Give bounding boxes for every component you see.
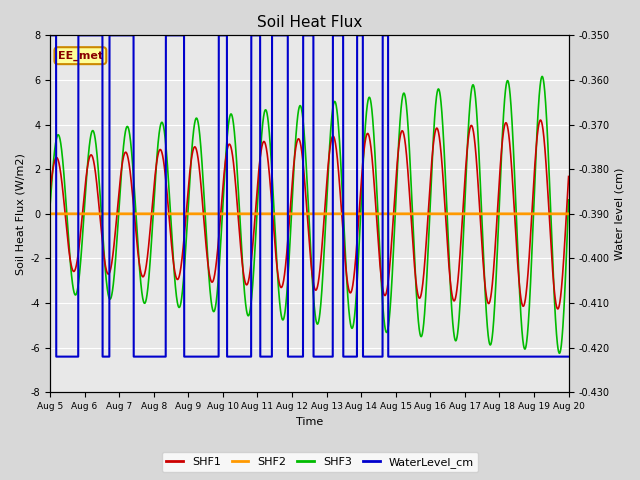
Text: EE_met: EE_met (58, 50, 103, 61)
Y-axis label: Soil Heat Flux (W/m2): Soil Heat Flux (W/m2) (15, 153, 25, 275)
Y-axis label: Water level (cm): Water level (cm) (615, 168, 625, 260)
Title: Soil Heat Flux: Soil Heat Flux (257, 15, 362, 30)
Legend: SHF1, SHF2, SHF3, WaterLevel_cm: SHF1, SHF2, SHF3, WaterLevel_cm (162, 452, 478, 472)
X-axis label: Time: Time (296, 417, 323, 427)
